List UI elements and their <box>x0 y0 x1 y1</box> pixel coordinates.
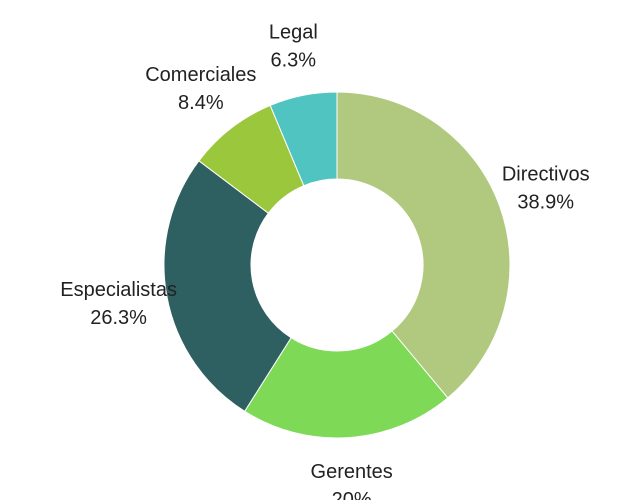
slice-value-label: 38.9% <box>517 192 574 214</box>
donut-slice <box>163 160 292 412</box>
slice-label: Directivos <box>502 164 590 186</box>
slice-value-label: 20% <box>332 489 372 500</box>
slice-label: Especialistas <box>60 279 177 301</box>
donut-slice <box>269 91 338 187</box>
donut-slice <box>336 91 511 399</box>
slice-label: Gerentes <box>311 461 393 483</box>
slice-value-label: 26.3% <box>90 307 147 329</box>
donut-slice <box>243 330 449 439</box>
slice-value-label: 6.3% <box>271 50 317 72</box>
slice-value-label: 8.4% <box>178 92 224 114</box>
slice-label: Comerciales <box>145 64 256 86</box>
slice-label: Legal <box>269 22 318 44</box>
